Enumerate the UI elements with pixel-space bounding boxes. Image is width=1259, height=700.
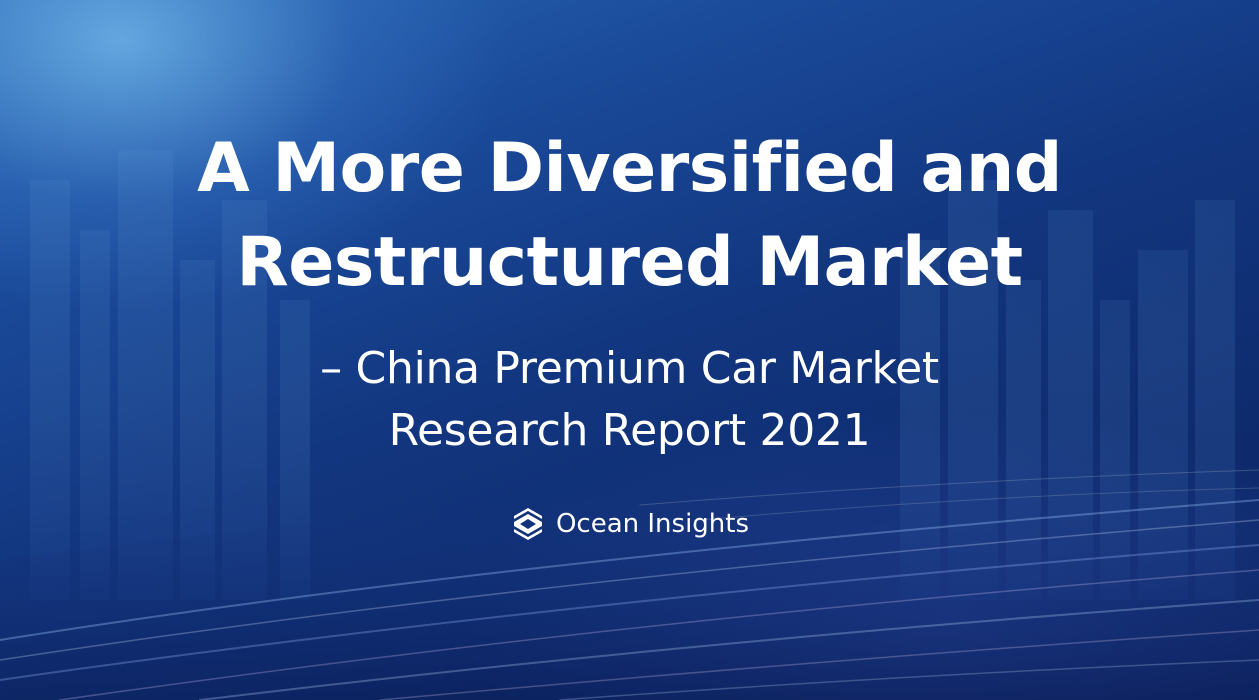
brand-name: Ocean Insights <box>555 509 750 539</box>
title-line-2: Restructured Market <box>236 223 1023 302</box>
ocean-insights-logo-icon <box>513 508 542 540</box>
subtitle-line-1: – China Premium Car Market <box>320 343 939 394</box>
brand-lockup: Ocean Insights <box>0 502 1259 546</box>
title-line-1: A More Diversified and <box>197 129 1062 208</box>
subtitle-line-2: Research Report 2021 <box>388 405 871 456</box>
slide-title: A More Diversified and Restructured Mark… <box>0 122 1259 310</box>
slide-subtitle: – China Premium Car Market Research Repo… <box>0 338 1259 462</box>
